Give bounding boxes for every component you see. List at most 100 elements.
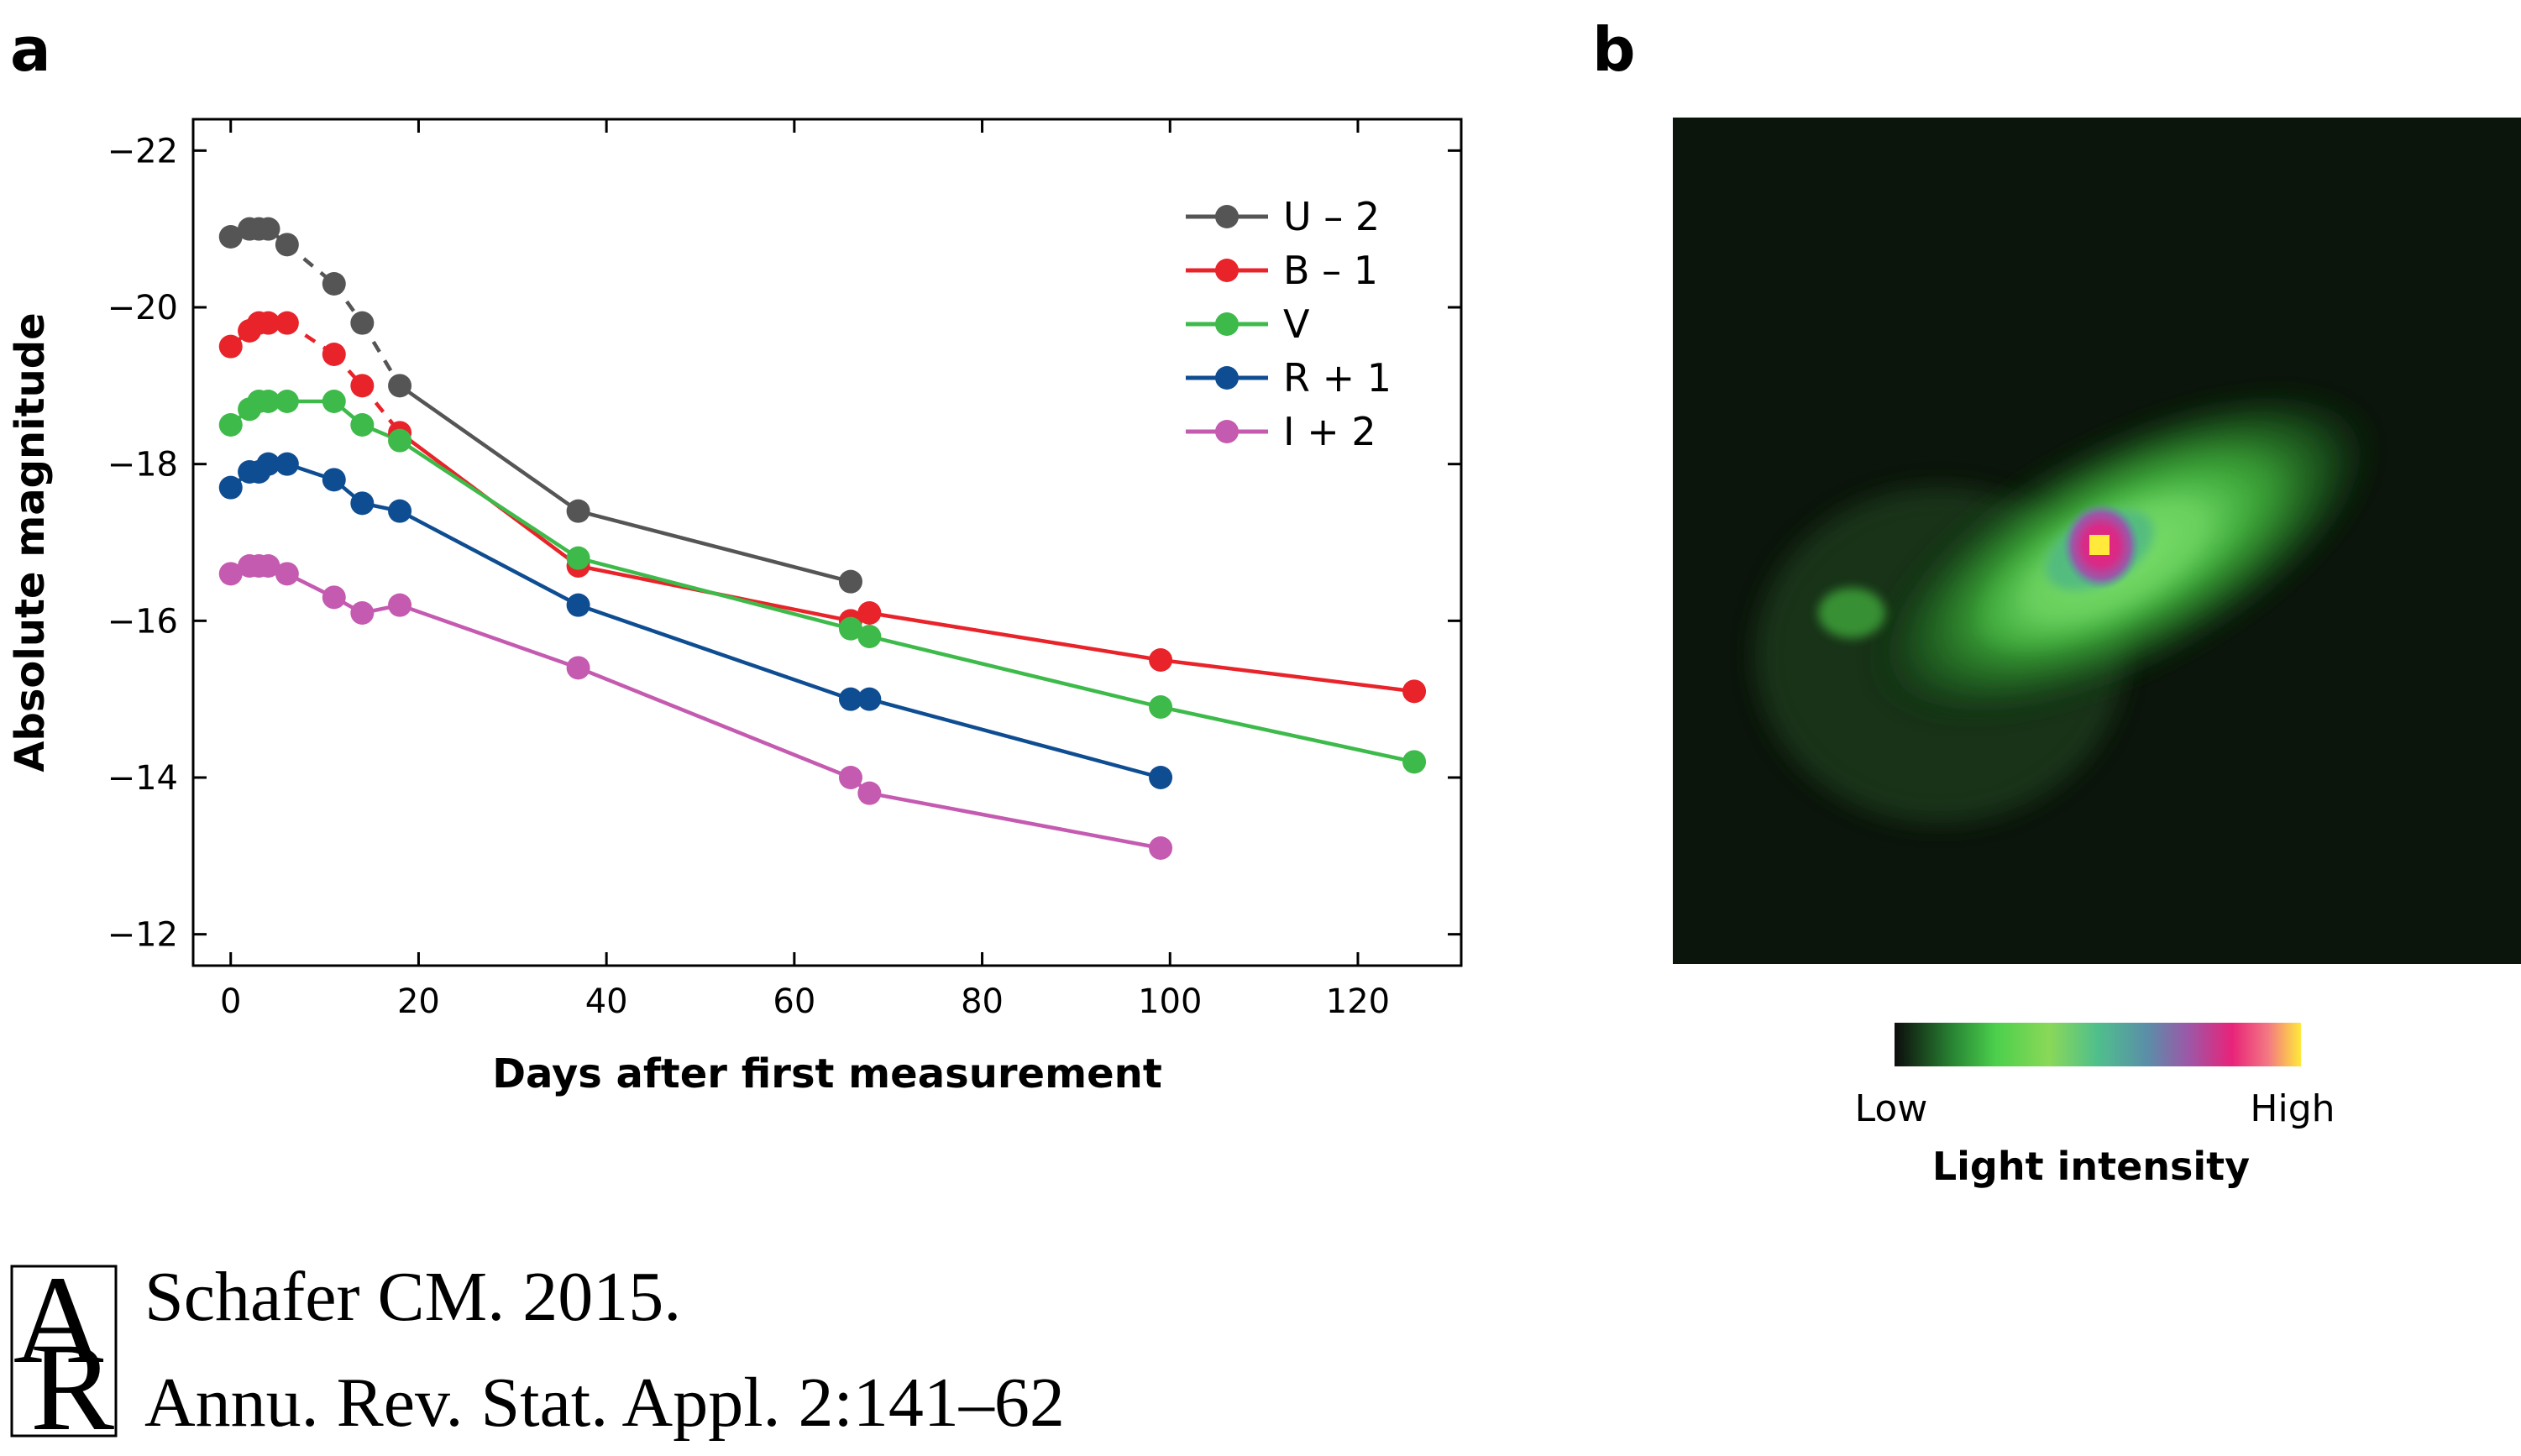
y-tick-label: −14	[107, 759, 178, 798]
light-curve-chart: 0 20 40 60 80 100 120 −22 −20 −18 −16 −14 −12 U – 2…	[7, 118, 1463, 1097]
series-3-point	[275, 390, 299, 413]
series-1-segment	[578, 509, 852, 584]
series-1-segment	[398, 384, 579, 513]
series-3-point	[322, 390, 346, 413]
series-5-segment	[399, 603, 579, 670]
series-4-point	[275, 452, 299, 476]
x-axis: 0 20 40 60 80 100 120	[220, 119, 1390, 1021]
colorbar-high-label: High	[2250, 1087, 2335, 1130]
series-3-segment	[868, 634, 1161, 710]
panel-label-a: a	[10, 14, 51, 85]
series-3-segment	[1160, 704, 1415, 764]
legend-marker	[1215, 312, 1239, 336]
colorbar-title: Light intensity	[1932, 1144, 2250, 1189]
series-5-point	[838, 766, 862, 789]
series-4-segment	[399, 509, 579, 607]
panel-label-b: b	[1592, 14, 1636, 85]
series-2-point	[857, 601, 882, 625]
series-points	[218, 217, 1427, 860]
x-tick-label: 80	[961, 982, 1004, 1021]
series-1-point	[838, 569, 862, 594]
series-2-point	[1402, 679, 1427, 704]
series-2-point	[322, 343, 346, 366]
series-3-point	[256, 390, 280, 413]
galaxy-image	[1673, 118, 2521, 964]
citation: A R Schafer CM. 2015. Annu. Rev. Stat. A…	[10, 1250, 1065, 1456]
series-4-point	[350, 491, 375, 516]
x-tick-label: 0	[220, 982, 241, 1021]
series-4-point	[218, 475, 243, 500]
series-4-segment	[868, 697, 1161, 780]
legend-marker	[1215, 259, 1239, 282]
series-5-point	[566, 656, 590, 680]
y-tick-label: −18	[107, 446, 178, 484]
y-tick-label: −22	[107, 132, 178, 170]
legend-marker	[1215, 420, 1239, 443]
series-3-point	[1149, 695, 1173, 719]
series-3-point	[838, 616, 862, 641]
series-4-point	[838, 687, 862, 711]
series-2-segment	[868, 610, 1161, 663]
series-1-point	[322, 272, 346, 296]
series-5-point	[388, 593, 412, 617]
series-5-point	[322, 585, 346, 610]
x-tick-label: 40	[585, 982, 628, 1021]
series-3-point	[1402, 750, 1427, 774]
y-axis: −22 −20 −18 −16 −14 −12	[107, 132, 1461, 955]
series-2-point	[256, 311, 280, 335]
series-3-point	[857, 625, 882, 648]
series-2-segment	[1160, 657, 1415, 694]
logo-letter-top: A	[13, 1250, 104, 1390]
annual-reviews-logo: A R	[10, 1250, 118, 1456]
legend: U – 2 B – 1 V R + 1 I + 2	[1186, 194, 1392, 454]
x-tick-label: 120	[1326, 982, 1390, 1021]
series-4-point	[256, 452, 280, 476]
series-1-point	[275, 233, 299, 257]
y-tick-label: −20	[107, 289, 178, 327]
series-5-point	[218, 562, 243, 586]
series-5-segment	[868, 791, 1161, 851]
series-2-point	[218, 334, 243, 359]
logo-letter-bottom: R	[30, 1317, 114, 1456]
series-2-point	[350, 374, 375, 398]
supernova-peak	[2089, 535, 2110, 555]
legend-label: U – 2	[1283, 194, 1380, 239]
legend-label: I + 2	[1283, 409, 1376, 454]
series-3-point	[566, 546, 590, 570]
galaxy-companion	[1818, 588, 1885, 638]
series-2-point	[275, 311, 299, 335]
series-1-point	[566, 499, 590, 523]
series-3-segment	[578, 556, 852, 631]
colorbar-low-label: Low	[1855, 1087, 1928, 1130]
series-4-point	[322, 468, 346, 492]
series-1-point	[256, 217, 280, 241]
series-4-segment	[577, 603, 852, 701]
colorbar: Low High Light intensity	[1855, 1023, 2335, 1189]
series-3-segment	[398, 438, 579, 560]
series-5-segment	[577, 666, 852, 780]
legend-label: V	[1283, 301, 1310, 347]
series-5-point	[350, 601, 375, 625]
series-2-point	[1149, 648, 1173, 672]
x-tick-label: 100	[1138, 982, 1202, 1021]
series-4-point	[1149, 766, 1173, 789]
y-tick-label: −16	[107, 602, 178, 641]
x-axis-title: Days after first measurement	[492, 1050, 1162, 1097]
citation-line-2: Annu. Rev. Stat. Appl. 2:141–62	[144, 1364, 1065, 1442]
series-5-point	[275, 562, 299, 586]
legend-marker	[1215, 205, 1239, 228]
plot-frame	[191, 118, 1463, 967]
y-tick-label: −12	[107, 916, 178, 955]
series-3-point	[350, 413, 375, 437]
series-5-point	[256, 554, 280, 578]
legend-label: R + 1	[1283, 355, 1392, 401]
series-1-point	[350, 311, 375, 335]
series-5-point	[1149, 836, 1173, 860]
series-1-point	[218, 225, 243, 249]
series-4-point	[566, 593, 590, 617]
series-4-point	[388, 499, 412, 523]
colorbar-gradient	[1895, 1023, 2301, 1066]
y-axis-title: Absolute magnitude	[7, 312, 54, 772]
series-1-point	[388, 374, 412, 398]
